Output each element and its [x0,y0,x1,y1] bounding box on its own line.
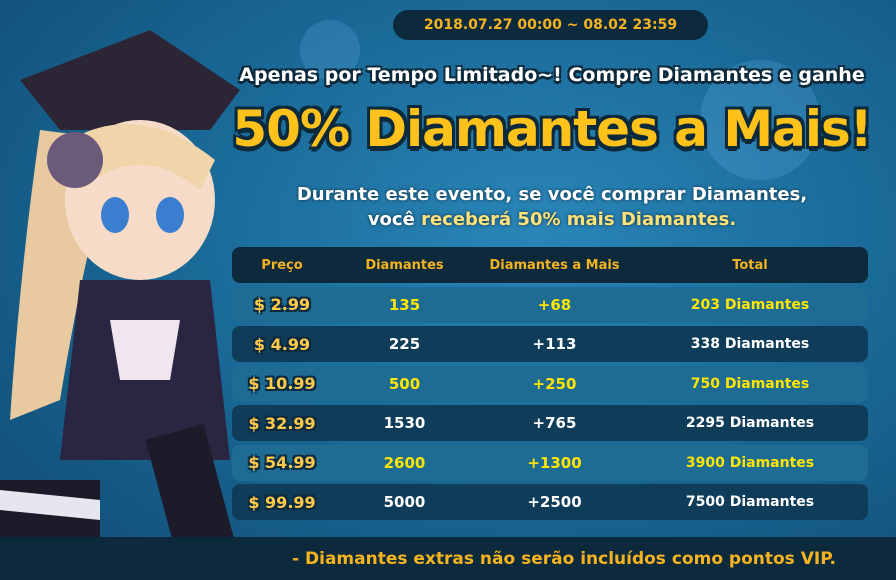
cell-price-container: $ 99.99 [232,493,332,512]
table-row: $ 10.99 500 +250 750 Diamantes [232,365,868,402]
sparkle-decoration [700,60,820,180]
cell-price-container: $ 10.99 [232,374,332,393]
promo-headline: 50% Diamantes a Mais! [232,100,872,158]
cell-bonus: +68 [537,295,572,314]
table-row: $ 99.99 5000 +2500 7500 Diamantes [232,484,868,520]
cell-diamonds: 5000 [383,493,426,511]
cell-diamonds: 500 [388,374,421,393]
cell-total: 338 Diamantes [690,336,810,352]
cell-price-container: $ 2.99 [232,295,332,314]
cell-bonus-container: +68 [477,296,632,314]
cell-total: 7500 Diamantes [685,494,815,510]
cell-total: 750 Diamantes [690,375,810,392]
cell-price-container: $ 32.99 [232,414,332,433]
cell-price: $ 32.99 [248,413,316,433]
cell-total: 203 Diamantes [690,296,810,313]
table-row: $ 54.99 2600 +1300 3900 Diamantes [232,444,868,481]
cell-price: $ 2.99 [253,295,311,314]
cell-diamonds-container: 225 [332,335,477,353]
cell-diamonds-container: 1530 [332,414,477,432]
cell-diamonds-container: 500 [332,375,477,393]
cell-bonus-container: +1300 [477,454,632,472]
cell-price: $ 99.99 [248,492,316,512]
cell-bonus: +250 [532,374,577,393]
cell-diamonds: 1530 [383,414,426,432]
cell-diamonds-container: 2600 [332,454,477,472]
cell-price: $ 10.99 [248,374,316,393]
cell-total: 2295 Diamantes [685,415,815,431]
cell-total-container: 203 Diamantes [632,297,868,313]
header-price: Preço [261,257,303,273]
description-line-2: você receberá 50% mais Diamantes. [232,207,872,232]
cell-diamonds-container: 135 [332,296,477,314]
cell-total-container: 338 Diamantes [632,336,868,352]
cell-diamonds: 135 [388,295,421,314]
diamond-price-table: Preço Diamantes Diamantes a Mais Total $… [232,247,868,524]
cell-bonus: +2500 [527,493,582,511]
event-date-range: 2018.07.27 00:00 ~ 08.02 23:59 [393,10,708,40]
header-total: Total [732,257,768,273]
cell-bonus-container: +250 [477,375,632,393]
cell-total-container: 7500 Diamantes [632,494,868,510]
cell-diamonds: 2600 [383,453,426,472]
cell-total: 3900 Diamantes [685,454,815,471]
description-prefix: você [367,209,422,230]
cell-price: $ 4.99 [253,334,311,354]
cell-bonus: +1300 [527,453,582,472]
cell-bonus-container: +113 [477,335,632,353]
cell-bonus: +765 [532,414,577,432]
table-row: $ 32.99 1530 +765 2295 Diamantes [232,405,868,441]
table-row: $ 4.99 225 +113 338 Diamantes [232,326,868,362]
cell-total-container: 2295 Diamantes [632,415,868,431]
description-highlight: receberá 50% mais Diamantes. [421,209,737,230]
table-header-row: Preço Diamantes Diamantes a Mais Total [232,247,868,283]
header-diamonds: Diamantes [365,257,444,273]
promo-subtitle: Apenas por Tempo Limitado~! Compre Diama… [239,64,865,86]
table-row: $ 2.99 135 +68 203 Diamantes [232,286,868,323]
cell-bonus-container: +2500 [477,493,632,511]
cell-total-container: 750 Diamantes [632,376,868,392]
cell-price-container: $ 4.99 [232,335,332,354]
cell-total-container: 3900 Diamantes [632,455,868,471]
sparkle-decoration [300,20,360,80]
cell-bonus-container: +765 [477,414,632,432]
cell-price-container: $ 54.99 [232,453,332,472]
cell-price: $ 54.99 [248,453,316,472]
header-bonus: Diamantes a Mais [489,257,620,273]
cell-bonus: +113 [532,335,577,353]
cell-diamonds-container: 5000 [332,493,477,511]
description-line-1: Durante este evento, se você comprar Dia… [296,184,808,205]
cell-diamonds: 225 [388,335,421,353]
promo-description: Durante este evento, se você comprar Dia… [232,182,872,232]
footer-note: - Diamantes extras não serão incluídos c… [0,537,896,580]
